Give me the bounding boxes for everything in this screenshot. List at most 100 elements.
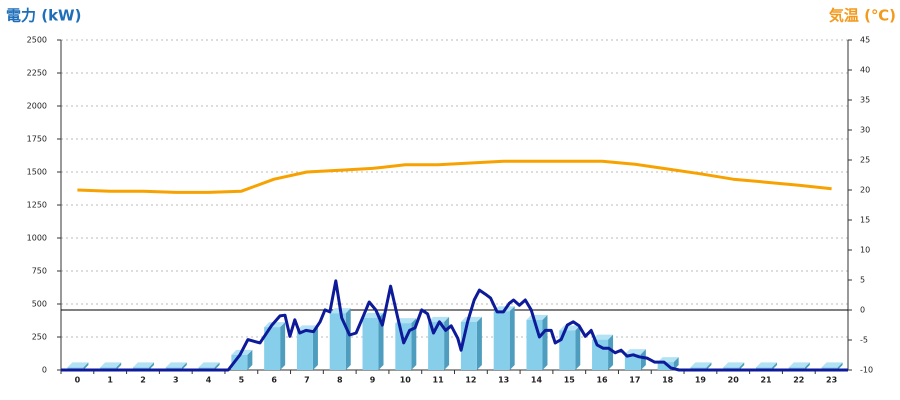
bar bbox=[329, 308, 351, 370]
x-tick-label: 7 bbox=[304, 376, 310, 385]
bar-top bbox=[624, 349, 646, 355]
y2-tick-label: 45 bbox=[860, 36, 870, 45]
bar-side bbox=[608, 334, 614, 370]
y-tick-label: 2000 bbox=[27, 102, 47, 111]
bar bbox=[493, 306, 515, 370]
bar-side bbox=[673, 357, 679, 370]
y2-tick-label: 20 bbox=[860, 186, 870, 195]
bar-front bbox=[657, 362, 674, 370]
bar-front bbox=[592, 339, 609, 370]
x-tick-label: 1 bbox=[107, 376, 113, 385]
bar-front bbox=[362, 317, 379, 370]
bar bbox=[624, 349, 646, 370]
x-tick-label: 14 bbox=[531, 376, 543, 385]
x-tick-label: 20 bbox=[728, 376, 740, 385]
x-tick-label: 6 bbox=[271, 376, 277, 385]
bar-top bbox=[821, 362, 843, 368]
y2-tick-label: 35 bbox=[860, 96, 870, 105]
y-tick-label: 750 bbox=[32, 267, 47, 276]
x-tick-label: 9 bbox=[370, 376, 376, 385]
bar-top bbox=[428, 316, 450, 322]
x-tick-label: 11 bbox=[433, 376, 445, 385]
y-tick-label: 250 bbox=[32, 333, 47, 342]
line bbox=[77, 159, 832, 194]
bar-side bbox=[83, 362, 89, 370]
bar-top bbox=[690, 362, 712, 368]
bar-side bbox=[280, 322, 286, 370]
y2-tick-label: -10 bbox=[860, 366, 873, 375]
y-tick-label: 1250 bbox=[27, 201, 47, 210]
bar-front bbox=[493, 311, 510, 370]
x-tick-label: 17 bbox=[629, 376, 640, 385]
bar-side bbox=[476, 316, 482, 370]
bar-side bbox=[116, 362, 122, 370]
y2-tick-label: 25 bbox=[860, 156, 870, 165]
bar-side bbox=[444, 316, 450, 370]
x-tick-label: 4 bbox=[206, 376, 212, 385]
y2-tick-label: -5 bbox=[860, 336, 868, 345]
bar-front bbox=[559, 330, 576, 370]
bar-side bbox=[214, 362, 220, 370]
x-tick-label: 3 bbox=[173, 376, 179, 385]
bar-side bbox=[345, 308, 351, 370]
bar-side bbox=[247, 349, 253, 370]
bar-side bbox=[640, 349, 646, 370]
bar-front bbox=[329, 313, 346, 370]
x-tick-label: 12 bbox=[465, 376, 476, 385]
y2-tick-label: 0 bbox=[860, 306, 865, 315]
x-tick-label: 10 bbox=[400, 376, 412, 385]
bar-top bbox=[592, 334, 614, 340]
x-tick-label: 15 bbox=[564, 376, 576, 385]
bar-top bbox=[788, 362, 810, 368]
bar-side bbox=[148, 362, 154, 370]
bar-side bbox=[542, 314, 548, 370]
bar-side bbox=[804, 362, 810, 370]
x-tick-label: 0 bbox=[75, 376, 81, 385]
bar-side bbox=[509, 306, 515, 370]
y2-title: 気温 (℃) bbox=[829, 7, 896, 25]
bar-top bbox=[395, 318, 417, 324]
bar-top bbox=[296, 325, 318, 331]
bar-top bbox=[100, 362, 122, 368]
x-tick-label: 23 bbox=[826, 376, 837, 385]
x-tick-label: 2 bbox=[140, 376, 146, 385]
x-tick-label: 13 bbox=[498, 376, 509, 385]
x-tick-label: 22 bbox=[793, 376, 804, 385]
bar-top bbox=[165, 362, 187, 368]
bar bbox=[559, 325, 581, 370]
y2-tick-label: 5 bbox=[860, 276, 865, 285]
bar-top bbox=[756, 362, 778, 368]
bar-side bbox=[312, 325, 318, 370]
y-tick-label: 2500 bbox=[27, 36, 47, 45]
bar-front bbox=[624, 354, 641, 370]
y2-tick-label: 10 bbox=[860, 246, 870, 255]
y-tick-label: 0 bbox=[42, 366, 47, 375]
x-tick-label: 21 bbox=[760, 376, 772, 385]
bar-side bbox=[772, 362, 778, 370]
bar-front bbox=[264, 327, 281, 370]
bar-side bbox=[378, 312, 384, 370]
bar-side bbox=[411, 318, 417, 370]
bar-front bbox=[296, 330, 313, 370]
y-tick-label: 1500 bbox=[27, 168, 47, 177]
x-tick-label: 8 bbox=[337, 376, 343, 385]
bar-top bbox=[264, 322, 286, 328]
y-tick-label: 2250 bbox=[27, 69, 47, 78]
bar-side bbox=[181, 362, 187, 370]
y2-tick-label: 15 bbox=[860, 216, 870, 225]
bar-front bbox=[526, 319, 543, 370]
chart-title: 電力 (kW) bbox=[6, 7, 81, 25]
x-tick-label: 5 bbox=[239, 376, 245, 385]
x-tick-label: 18 bbox=[662, 376, 674, 385]
x-tick-label: 19 bbox=[695, 376, 707, 385]
bar-top bbox=[723, 362, 745, 368]
y-tick-label: 1000 bbox=[27, 234, 47, 243]
bar bbox=[296, 325, 318, 370]
bar-side bbox=[739, 362, 745, 370]
bar-top bbox=[198, 362, 220, 368]
bar-side bbox=[837, 362, 843, 370]
bar-top bbox=[67, 362, 89, 368]
bar-front bbox=[428, 321, 445, 370]
bar-side bbox=[575, 325, 581, 370]
